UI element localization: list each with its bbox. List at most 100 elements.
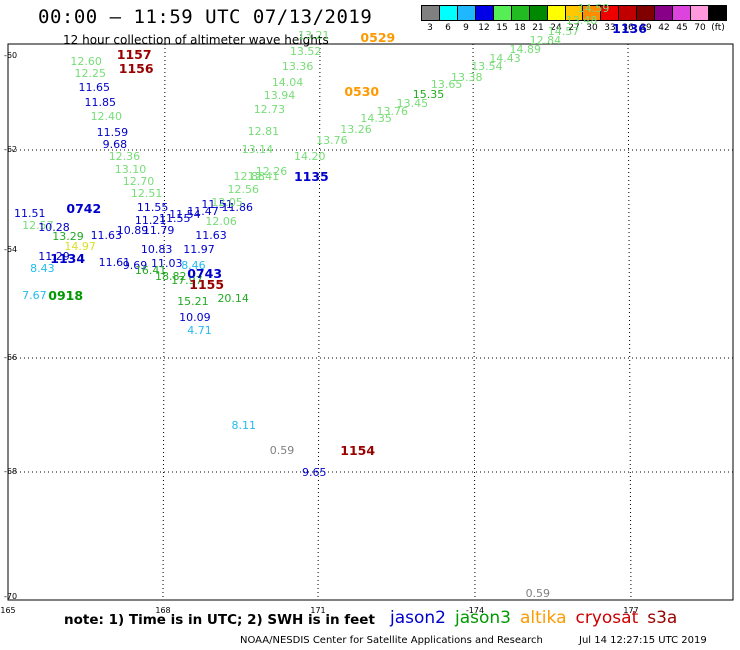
- swh-value: 13.65: [430, 77, 463, 91]
- grid-meridian: [627, 43, 632, 601]
- legend-labels: 3 6 9 12 15 18 21 24 27 30 33 36 39 42 45 70 (ft): [421, 23, 727, 39]
- legend-label: 12: [478, 23, 490, 33]
- swh-value: 10.28: [38, 220, 70, 234]
- legend-swatch: [439, 6, 458, 20]
- swh-value: 18.82: [155, 269, 187, 283]
- swh-value: 11.63: [90, 229, 123, 243]
- swh-value: 11.85: [84, 95, 117, 109]
- swh-value: 12.60: [70, 55, 102, 68]
- swh-value: 13.29: [52, 230, 84, 244]
- legend-label: 42: [658, 23, 670, 33]
- lat-label: -68: [4, 467, 18, 476]
- swh-value: 9.65: [302, 465, 327, 479]
- swh-value: 8.11: [231, 419, 257, 433]
- legend-label: 9: [463, 23, 469, 33]
- grid-meridian: [162, 43, 166, 601]
- swh-value: 12.81: [247, 124, 280, 138]
- legend-label: 36: [622, 23, 634, 33]
- satellite-jason3: jason3: [455, 608, 511, 628]
- swh-value: 12.56: [227, 182, 260, 196]
- swh-value: 15.35: [412, 87, 445, 101]
- swh-value: 13.10: [114, 162, 147, 176]
- pass-time: 0743: [187, 266, 223, 282]
- swh-value: 12.57: [22, 219, 54, 233]
- swh-value: 14.89: [509, 43, 541, 57]
- swh-value: 13.26: [340, 123, 372, 136]
- legend-swatches: [421, 5, 727, 21]
- swh-value: 14.57: [547, 25, 580, 39]
- swh-value: 12.70: [122, 174, 155, 188]
- swh-value: 12.05: [211, 196, 243, 210]
- pass-time: 1156: [118, 60, 154, 76]
- swh-value: 12.41: [247, 170, 280, 184]
- satellite-altika: altika: [520, 608, 567, 628]
- swh-value: 8.46: [181, 259, 206, 272]
- swh-value: 16.41: [134, 264, 167, 278]
- pass-time: 1135: [293, 169, 329, 185]
- swh-value: 14.43: [489, 52, 521, 66]
- swh-value: 13.48: [565, 14, 598, 28]
- swh-value: 11.47: [187, 204, 219, 218]
- legend-swatch: [493, 6, 512, 20]
- swh-value: 13.76: [376, 105, 409, 119]
- satellite-cryosat: cryosat: [575, 608, 639, 628]
- swh-value: 13.52: [289, 45, 322, 59]
- swh-value: 11.55: [159, 211, 191, 225]
- legend-label: 39: [640, 23, 652, 33]
- swh-value: 12.36: [108, 150, 141, 164]
- map-title: 00:00 – 11:59 UTC 07/13/2019: [38, 6, 373, 28]
- lat-label: -64: [4, 245, 18, 254]
- swh-value: 11.55: [136, 200, 169, 214]
- grid-meridian: [472, 43, 476, 601]
- credit-line: NOAA/NESDIS Center for Satellite Applica…: [240, 635, 543, 646]
- pass-time: 0918: [48, 287, 84, 303]
- legend-swatch: [547, 6, 566, 20]
- swh-value: 11.51: [201, 197, 233, 211]
- grid-meridian: [317, 43, 321, 601]
- pass-time: 1136: [612, 21, 647, 37]
- swh-value: 9.69: [122, 259, 148, 272]
- swh-value: 14.59: [577, 1, 610, 15]
- swh-value: 17.97: [171, 273, 203, 287]
- legend-label: 21: [532, 23, 544, 33]
- swh-value: 11.59: [96, 125, 129, 139]
- swh-value: 12.73: [253, 102, 286, 116]
- lon-label: 177: [623, 606, 639, 615]
- swh-value: 0.59: [269, 443, 295, 457]
- lon-label: 171: [310, 606, 326, 615]
- swh-value: 11.21: [134, 214, 167, 228]
- swh-value: 13.94: [263, 88, 296, 102]
- swh-value: 14.35: [360, 112, 392, 126]
- swh-value: 11.86: [221, 200, 253, 214]
- pass-time: 1155: [189, 277, 225, 293]
- swh-value: 13.14: [241, 143, 274, 157]
- swh-value: 7.67: [22, 288, 47, 302]
- lat-label: -62: [4, 145, 18, 154]
- legend-swatch: [655, 6, 674, 20]
- legend-label: 70: [694, 23, 706, 33]
- legend-label: 24: [550, 23, 562, 33]
- legend-label: 6: [445, 23, 451, 33]
- legend-swatch: [565, 6, 584, 20]
- pass-time: 1157: [116, 47, 152, 63]
- swh-value: 13.76: [316, 133, 348, 147]
- swh-value: 12.51: [130, 186, 163, 200]
- pass-time: 1154: [340, 442, 376, 458]
- swh-value: 13.36: [281, 60, 314, 74]
- swh-value: 12.26: [255, 164, 288, 178]
- swh-value: 11.97: [183, 242, 215, 256]
- swh-value: 12.40: [90, 110, 123, 124]
- legend-swatch: [475, 6, 494, 20]
- legend-swatch: [691, 6, 709, 20]
- swh-value: 11.03: [150, 257, 183, 271]
- pass-time: 0742: [66, 200, 102, 216]
- units-note: note: 1) Time is in UTC; 2) SWH is in fe…: [64, 612, 375, 628]
- swh-value: 10.83: [140, 242, 173, 256]
- swh-value: 12.25: [74, 66, 106, 80]
- legend-label: 3: [427, 23, 433, 33]
- swh-value: 11.63: [195, 229, 227, 243]
- swh-value: 10.09: [179, 310, 211, 324]
- pass-time: 0529: [360, 29, 396, 45]
